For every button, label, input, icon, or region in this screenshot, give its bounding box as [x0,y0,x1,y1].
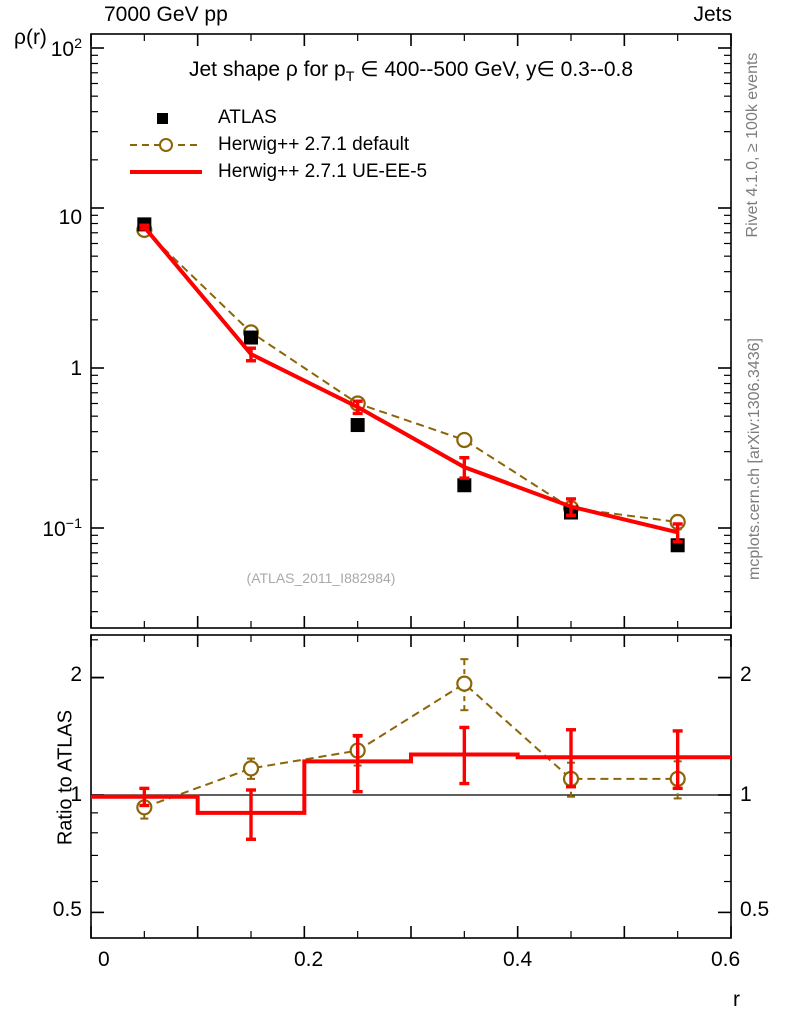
legend-label-atlas: ATLAS [218,106,277,128]
title-rho-symbol: ρ [285,58,298,81]
title-post: ∈ 400--500 GeV, y∈ 0.3--0.8 [354,58,634,81]
x-axis-label: r [733,988,740,1011]
ratio-series-herwig-default-line [143,682,678,809]
ratio-series-herwig-ueee5-line [91,752,731,815]
ratio-ytick-2-right: 2 [740,663,752,686]
ratio-ytick-1-right: 1 [740,783,752,806]
main-marker-atlas-data-point [244,330,258,345]
ratio-ytick-2-left: 2 [70,663,82,686]
xtick-0.2: 0.2 [294,948,324,971]
legend-label-herwig-ueee5: Herwig++ 2.7.1 UE-EE-5 [218,160,428,182]
legend-item-herwig-ueee5: Herwig++ 2.7.1 UE-EE-5 [128,158,427,185]
title-pt-subscript: T [345,69,355,86]
xtick-0.6: 0.6 [711,948,741,971]
main-marker-atlas-data-point [350,418,365,433]
main-marker-atlas-data-point [457,478,472,493]
main-marker-herwig-default [456,431,473,449]
main-series-herwig-default-line [143,229,678,524]
ratio-ytick-0.5-left: 0.5 [52,898,82,921]
main-series-herwig-ueee5-line [142,225,679,535]
legend-item-atlas: ATLAS [128,104,427,131]
main-ytick-1: 1 [70,357,82,380]
main-ytick-10: 10 [58,206,82,229]
legend-item-herwig-default: Herwig++ 2.7.1 default [128,131,427,158]
main-panel-y-axis-label: ρ(r) [14,26,47,49]
header-left-beam-info: 7000 GeV pp [104,3,228,26]
ratio-ytick-1-left: 1 [70,783,82,806]
header-right-analysis-group: Jets [693,3,732,26]
title-pre: Jet shape [188,58,286,81]
ratio-ytick-0.5-right: 0.5 [740,898,770,921]
main-ytick-1e2: 102 [50,36,82,61]
ratio-marker-herwig-default [456,675,473,692]
main-ytick-1e-1: 10−1 [42,516,82,541]
ratio-marker-herwig-default [242,760,260,777]
legend-key-square-marker [128,108,206,128]
legend-label-herwig-default: Herwig++ 2.7.1 default [218,133,410,155]
main-panel-frame [90,33,732,629]
plot-title: Jet shape ρ for pT ∈ 400--500 GeV, y∈ 0.… [91,57,731,85]
legend-key-dashed-open-circle [128,135,206,155]
legend: ATLAS Herwig++ 2.7.1 default Herwig++ 2.… [128,104,427,185]
legend-key-solid-red-line [128,162,206,182]
analysis-id-watermark: (ATLAS_2011_I882984) [246,570,396,586]
title-mid: for p [297,58,346,81]
xtick-0.4: 0.4 [503,948,533,971]
xtick-0: 0 [98,948,110,971]
ratio-panel-frame [90,634,732,939]
